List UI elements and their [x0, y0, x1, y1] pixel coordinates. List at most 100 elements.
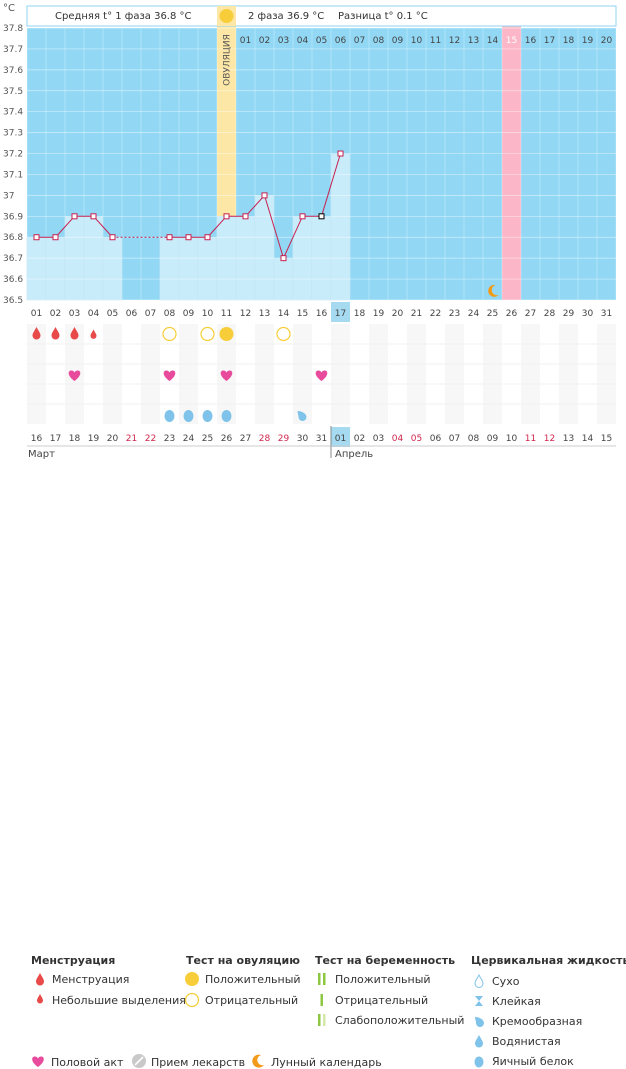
- marker-column: [559, 324, 578, 424]
- date-label: 30: [297, 434, 309, 444]
- cycle-day-label: 07: [145, 309, 156, 319]
- temperature-bar: [254, 195, 275, 301]
- temperature-bar: [159, 236, 180, 301]
- date-label: 27: [240, 434, 251, 444]
- top-day-label: 15: [506, 36, 517, 46]
- date-label: 06: [430, 434, 442, 444]
- cycle-day-label: 25: [487, 309, 498, 319]
- date-label: 28: [259, 434, 271, 444]
- top-day-label: 13: [468, 36, 479, 46]
- date-label: 18: [69, 434, 81, 444]
- cycle-day-label: 06: [126, 309, 138, 319]
- marker-column: [293, 324, 312, 424]
- y-tick-label: 37.6: [3, 66, 23, 76]
- month-label: Март: [28, 449, 55, 460]
- date-label: 09: [487, 434, 499, 444]
- cycle-day-label: 24: [468, 309, 480, 319]
- top-day-label: 17: [544, 36, 555, 46]
- temperature-point: [204, 234, 211, 241]
- legend-pregnancy-negative: Отрицательный: [335, 994, 429, 1007]
- marker-column: [521, 324, 540, 424]
- legend-cervical-dry: Сухо: [492, 975, 520, 988]
- legend-cervical-sticky: Клейкая: [492, 995, 541, 1008]
- date-label: 03: [373, 434, 384, 444]
- heart-icon: [68, 370, 81, 381]
- date-label: 23: [164, 434, 175, 444]
- temperature-line: [283, 216, 303, 259]
- y-tick-label: 36.9: [3, 212, 23, 222]
- date-label: 16: [31, 434, 43, 444]
- temperature-line: [55, 215, 75, 238]
- marker-column: [27, 324, 46, 424]
- date-label: 24: [183, 434, 195, 444]
- legend-cervical-watery: Водянистая: [492, 1035, 561, 1048]
- current-day-highlight: [331, 302, 350, 322]
- y-tick-label: 37.3: [3, 129, 23, 139]
- legend-pregnancy-weak: Слабоположительный: [335, 1014, 465, 1027]
- top-day-label: 10: [411, 36, 423, 46]
- temperature-point: [299, 213, 306, 220]
- top-day-label: 04: [297, 36, 309, 46]
- top-day-label: 18: [563, 36, 575, 46]
- cycle-day-label: 31: [601, 309, 612, 319]
- stripe-icon: [320, 994, 323, 1006]
- cycle-day-label: 08: [164, 309, 176, 319]
- date-label: 29: [278, 434, 290, 444]
- temperature-point: [33, 234, 40, 241]
- marker-column: [483, 324, 502, 424]
- temperature-chart: 37.8 37.7 37.6 37.5 37.4 37.3 37.2 37.1 37 36.9 36…: [3, 3, 617, 460]
- marker-column: [445, 324, 464, 424]
- filled-circle-icon: [219, 327, 234, 341]
- y-tick-label: 37.7: [3, 45, 23, 55]
- temperature-line: [245, 195, 265, 217]
- legend-cervical-creamy: Кремообразная: [492, 1015, 583, 1028]
- marker-column: [407, 324, 426, 424]
- temperature-line: [321, 153, 341, 217]
- legend-cervical-egg-white: Яичный белок: [492, 1055, 574, 1068]
- temperature-line: [93, 215, 113, 238]
- hollow-circle-icon: [162, 326, 177, 342]
- cycle-day-label: 28: [544, 309, 556, 319]
- header-bar: [26, 5, 617, 27]
- date-label: 20: [107, 434, 119, 444]
- phase2-average: 2 фаза 36.9 °C: [248, 11, 324, 22]
- pink-day-band: [502, 8, 521, 300]
- top-day-label: 19: [582, 36, 594, 46]
- top-day-label: 09: [392, 36, 404, 46]
- cycle-day-label: 22: [430, 309, 441, 319]
- date-label: 26: [221, 434, 233, 444]
- egg-white-drop-icon: [474, 1056, 484, 1068]
- cycle-day-label: 23: [449, 309, 460, 319]
- egg-white-drop-icon: [183, 410, 194, 422]
- temperature-point: [318, 213, 325, 220]
- cycle-day-label: 12: [240, 309, 251, 319]
- temperature-point: [242, 213, 249, 220]
- legend-medication: Прием лекарств: [151, 1056, 246, 1069]
- y-tick-label: 37.8: [3, 24, 23, 34]
- temperature-point: [166, 234, 173, 241]
- cycle-day-label: 03: [69, 309, 80, 319]
- today-date-highlight: [331, 427, 350, 447]
- ovulation-sun-icon: [219, 9, 234, 23]
- top-day-label: 08: [373, 36, 385, 46]
- top-day-label: 11: [430, 36, 441, 46]
- hollow-circle-icon: [184, 992, 200, 1008]
- cycle-day-label: 26: [506, 309, 518, 319]
- cycle-day-label: 19: [373, 309, 385, 319]
- temperature-point: [52, 234, 59, 241]
- cycle-day-label: 13: [259, 309, 270, 319]
- temperature-bar: [26, 236, 47, 301]
- heart-icon: [32, 1056, 44, 1067]
- cycle-day-label: 09: [183, 309, 195, 319]
- legend-intercourse: Половой акт: [51, 1056, 124, 1069]
- marker-column: [369, 324, 388, 424]
- top-day-label: 07: [354, 36, 365, 46]
- cycle-day-label: 15: [297, 309, 308, 319]
- temperature-point: [71, 213, 78, 220]
- legend-ovulation-positive: Положительный: [205, 973, 301, 986]
- cycle-day-label: 05: [107, 309, 118, 319]
- egg-white-drop-icon: [202, 410, 213, 422]
- temperature-point: [90, 213, 97, 220]
- small-drop-icon: [90, 329, 97, 339]
- legend-ovulation-title: Тест на овуляцию: [186, 954, 300, 967]
